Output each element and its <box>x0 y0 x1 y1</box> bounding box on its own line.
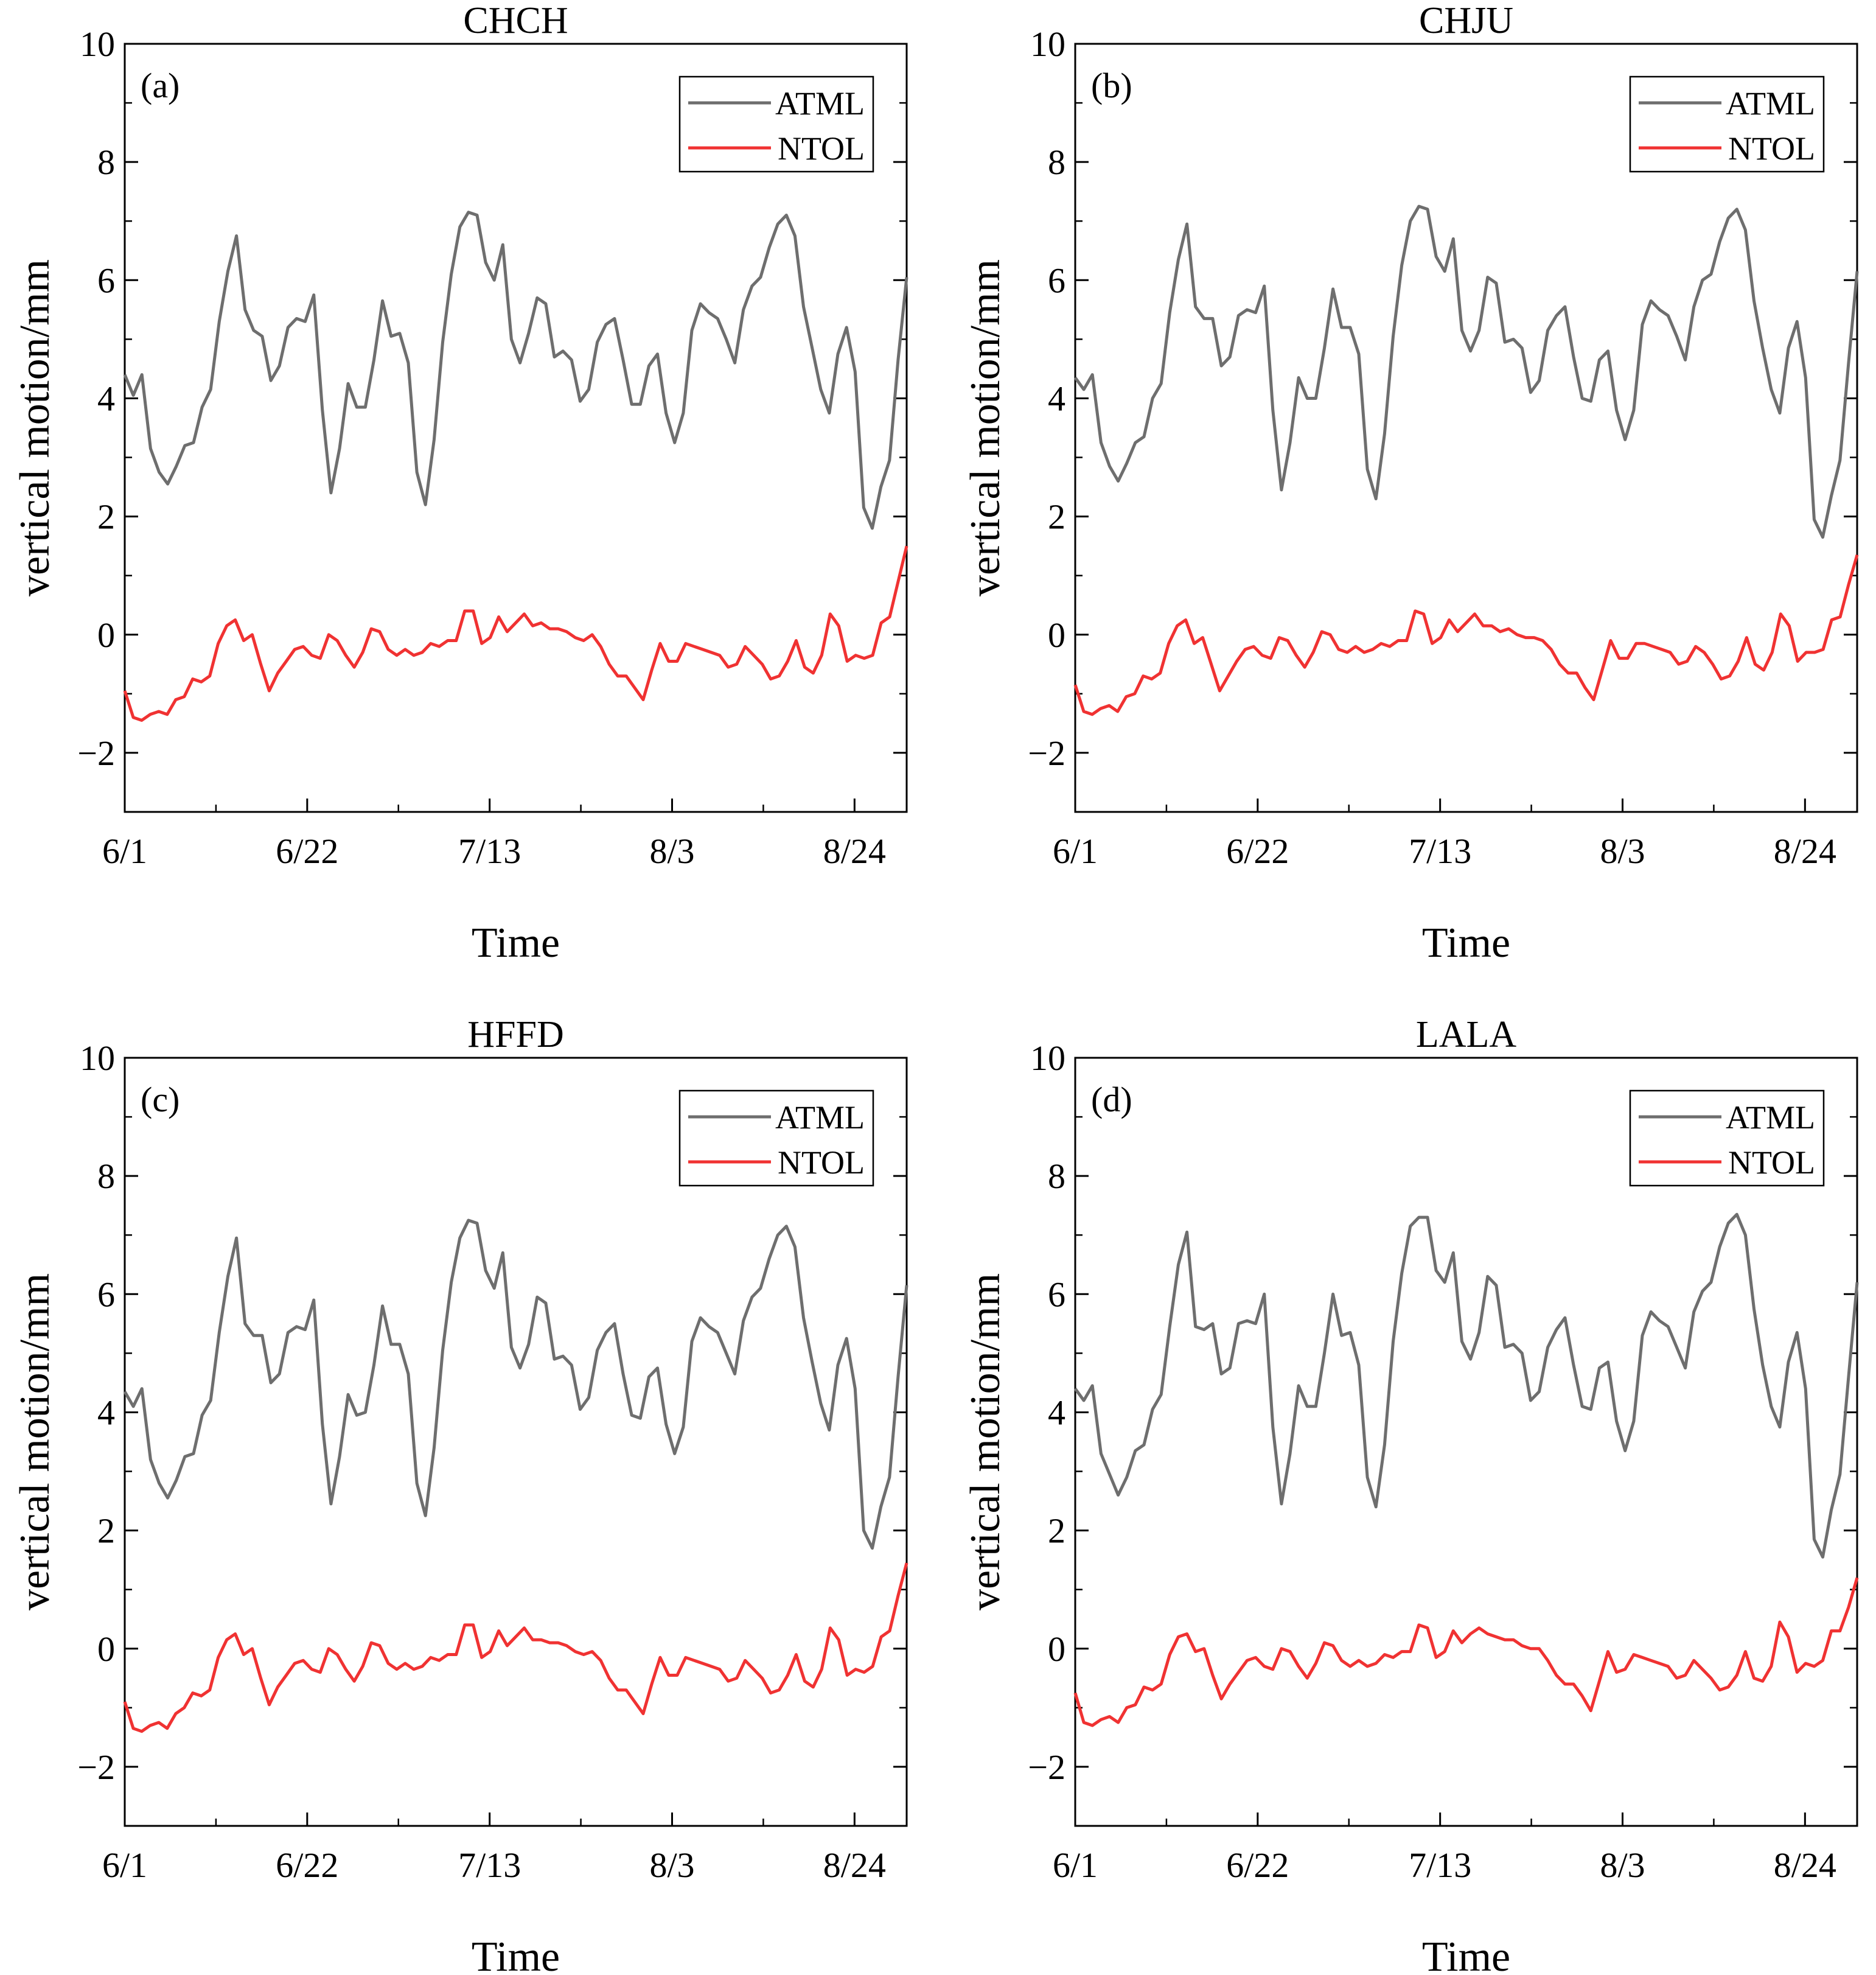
legend-box <box>678 1089 874 1187</box>
plot-frame <box>1074 43 1858 813</box>
y-tick-label: 8 <box>97 142 115 182</box>
y-axis-label: vertical motion/mm <box>12 1273 58 1610</box>
legend: ATML NTOL <box>1629 1089 1825 1187</box>
panel-title: LALA <box>1416 1014 1517 1055</box>
panel-label: (c) <box>141 1080 180 1119</box>
plot-frame <box>1074 1057 1858 1827</box>
x-tick-label: 6/1 <box>1053 831 1098 871</box>
y-tick-label: 6 <box>1048 260 1065 300</box>
y-tick-label: 8 <box>1048 142 1065 182</box>
y-tick-label: 8 <box>1048 1156 1065 1196</box>
x-tick-label: 7/13 <box>458 831 521 871</box>
legend-label: NTOL <box>1728 1144 1815 1181</box>
y-tick-label: −2 <box>1028 1747 1065 1787</box>
legend-label: NTOL <box>778 130 865 167</box>
y-tick-label: 2 <box>1048 1511 1065 1551</box>
x-tick-label: 6/1 <box>102 1845 147 1885</box>
legend-box <box>1629 75 1825 173</box>
x-tick-label: 8/3 <box>1600 1845 1645 1885</box>
x-axis-label: Time <box>1422 1934 1510 1975</box>
y-tick-label: 6 <box>97 260 115 300</box>
legend-label: ATML <box>775 85 865 122</box>
series-line-atml <box>123 211 908 530</box>
x-tick-label: 8/24 <box>1774 1845 1836 1885</box>
y-tick-label: 4 <box>97 1393 115 1432</box>
x-tick-label: 7/13 <box>1409 831 1471 871</box>
series-line-ntol <box>123 545 908 722</box>
series-line-atml <box>1073 204 1859 539</box>
y-tick-label: 10 <box>80 1038 115 1078</box>
x-tick-label: 6/1 <box>102 831 147 871</box>
panel-label: (d) <box>1091 1080 1132 1119</box>
y-tick-label: −2 <box>77 1747 115 1787</box>
y-tick-label: 4 <box>1048 379 1065 418</box>
x-tick-label: 8/3 <box>1600 831 1645 871</box>
y-tick-label: 6 <box>1048 1274 1065 1314</box>
x-tick-label: 8/24 <box>1774 831 1836 871</box>
panel-title: CHJU <box>1419 0 1513 41</box>
y-axis-label: vertical motion/mm <box>962 259 1009 596</box>
x-axis-label: Time <box>472 920 560 967</box>
series-line-ntol <box>1073 554 1859 716</box>
y-tick-label: −2 <box>1028 733 1065 773</box>
x-axis-label: Time <box>472 1934 560 1975</box>
y-tick-label: 4 <box>97 379 115 418</box>
y-tick-label: 6 <box>97 1274 115 1314</box>
panel-title: CHCH <box>463 0 568 41</box>
legend-label: ATML <box>775 1099 865 1136</box>
y-tick-label: 10 <box>80 24 115 64</box>
series-line-ntol <box>123 1562 908 1733</box>
y-tick-label: 2 <box>97 497 115 537</box>
x-tick-label: 8/24 <box>823 831 886 871</box>
panel-2: −2 0 2 4 6 8 10 6/1 6/22 7/13 8/3 8/24 CHJU (b) ATML NT… <box>962 0 1859 967</box>
x-tick-label: 8/24 <box>823 1845 886 1885</box>
x-tick-label: 6/22 <box>1226 1845 1289 1885</box>
legend-label: NTOL <box>778 1144 865 1181</box>
plot-frame <box>124 1057 908 1827</box>
y-axis-label: vertical motion/mm <box>962 1273 1009 1610</box>
y-tick-label: 0 <box>1048 615 1065 655</box>
x-tick-label: 6/22 <box>1226 831 1289 871</box>
series-line-atml <box>1073 1212 1859 1559</box>
x-tick-label: 6/22 <box>276 831 338 871</box>
x-tick-label: 8/3 <box>649 1845 694 1885</box>
y-tick-label: 10 <box>1030 24 1065 64</box>
x-tick-label: 7/13 <box>1409 1845 1471 1885</box>
legend-label: NTOL <box>1728 130 1815 167</box>
legend-box <box>678 75 874 173</box>
y-tick-label: 2 <box>1048 497 1065 537</box>
legend-label: ATML <box>1726 85 1815 122</box>
x-tick-label: 6/22 <box>276 1845 338 1885</box>
y-tick-label: 0 <box>97 1629 115 1669</box>
y-tick-label: 2 <box>97 1511 115 1551</box>
panel-4: −2 0 2 4 6 8 10 6/1 6/22 7/13 8/3 8/24 LALA (d) ATML NT… <box>962 1014 1859 1975</box>
x-tick-label: 6/1 <box>1053 1845 1098 1885</box>
x-axis-label: Time <box>1422 920 1510 967</box>
panel-1: −2 0 2 4 6 8 10 6/1 6/22 7/13 8/3 8/24 CHCH (a) ATML NT… <box>12 0 908 967</box>
panel-3: −2 0 2 4 6 8 10 6/1 6/22 7/13 8/3 8/24 HFFD (c) ATML NT… <box>12 1014 908 1975</box>
y-tick-label: 0 <box>1048 1629 1065 1669</box>
series-line-ntol <box>1073 1577 1859 1727</box>
legend-box <box>1629 1089 1825 1187</box>
plot-frame <box>124 43 908 813</box>
legend: ATML NTOL <box>678 1089 874 1187</box>
panel-title: HFFD <box>467 1014 564 1055</box>
legend: ATML NTOL <box>1629 75 1825 173</box>
y-tick-label: 0 <box>97 615 115 655</box>
panel-label: (a) <box>141 66 180 105</box>
y-tick-label: −2 <box>77 733 115 773</box>
legend: ATML NTOL <box>678 75 874 173</box>
series-line-atml <box>123 1218 908 1550</box>
x-tick-label: 7/13 <box>458 1845 521 1885</box>
y-axis-label: vertical motion/mm <box>12 259 58 596</box>
panel-label: (b) <box>1091 66 1132 105</box>
y-tick-label: 8 <box>97 1156 115 1196</box>
legend-label: ATML <box>1726 1099 1815 1136</box>
y-tick-label: 4 <box>1048 1393 1065 1432</box>
y-tick-label: 10 <box>1030 1038 1065 1078</box>
x-tick-label: 8/3 <box>649 831 694 871</box>
